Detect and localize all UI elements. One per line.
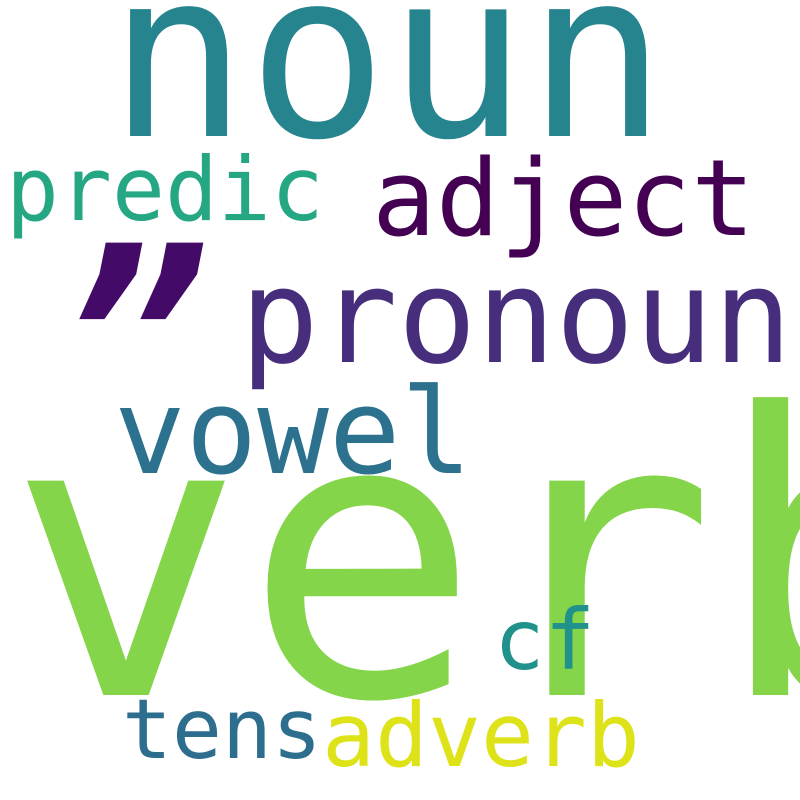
word-adverb: adverb <box>322 684 640 787</box>
word-verb: verb <box>8 332 800 788</box>
word-noun: noun <box>108 0 667 191</box>
word-pronoun: pronoun <box>240 240 793 393</box>
word-quotation-mark: ” <box>62 202 207 482</box>
word-tens: tens <box>122 681 322 778</box>
word-adject: adject <box>372 137 755 260</box>
word-cf: cf <box>494 591 596 689</box>
word-vowel: vowel <box>114 364 473 502</box>
word-predic: predic <box>6 138 324 241</box>
